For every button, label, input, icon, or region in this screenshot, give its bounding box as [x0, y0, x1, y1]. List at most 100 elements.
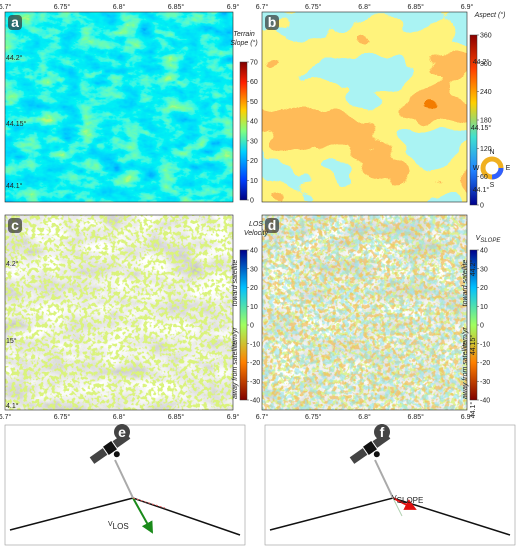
colorbar-tick-label: 40: [480, 248, 488, 255]
lon-tick-label: 6.75°: [54, 413, 71, 421]
vector-label: VLOS: [108, 521, 129, 531]
vector-sub: LOS: [113, 522, 129, 531]
colorbar-tick-label: 50: [250, 99, 258, 106]
colorbar-tick-label: 60: [480, 174, 488, 181]
colorbar-tick-label: -20: [480, 360, 490, 367]
colorbar-tick-label: 10: [250, 304, 258, 311]
colorbar-tick-label: 60: [250, 79, 258, 86]
lon-tick-label: 6.8°: [113, 3, 126, 11]
colorbar-tick-label: 30: [250, 138, 258, 145]
lon-tick-label: 6.9°: [461, 3, 474, 11]
colorbars: [239, 34, 504, 401]
lat-tick-label: 4.2°: [6, 260, 19, 268]
compass-segment: [480, 156, 504, 180]
colorbar-tick-label: 0: [480, 203, 484, 210]
los-points: [5, 215, 233, 410]
lon-tick-label: 6.75°: [305, 413, 322, 421]
colorbar-note: mm/yr: [462, 327, 469, 347]
colorbar-tick-label: 20: [250, 285, 258, 292]
colorbar-title: Slope (°): [230, 39, 257, 47]
slope-map: [5, 12, 233, 202]
panel-label: a: [11, 14, 19, 30]
colorbar-tick-label: -30: [480, 379, 490, 386]
colorbar-note: away from satellite: [232, 341, 239, 399]
colorbar-tick-label: -20: [250, 360, 260, 367]
colorbar: [239, 249, 248, 401]
colorbar-tick-label: 300: [480, 61, 492, 68]
colorbar-tick-label: 240: [480, 89, 492, 96]
colorbar-note: toward satellite: [462, 260, 469, 307]
lon-tick-label: 6.8°: [358, 413, 371, 421]
panel-badge: [8, 218, 22, 233]
colorbar-tick-label: 10: [480, 304, 488, 311]
colorbar-note: toward satellite: [232, 260, 239, 307]
colorbar-tick-label: -40: [480, 398, 490, 405]
slope-points-blue: [262, 215, 467, 410]
slope-arrow: [392, 497, 417, 510]
lon-tick-label: 6.75°: [305, 3, 322, 11]
vector-main: V: [392, 495, 397, 502]
lat-tick-label: 44.1°: [6, 182, 23, 190]
labels: a6.7° 6.75° 6.8° 6.85° 6.9°44.2°44.15°44.1°7…: [0, 3, 511, 531]
colorbar-tick-label: 0: [250, 198, 254, 205]
panel-label: f: [380, 424, 385, 440]
diagram-frame: [264, 424, 516, 546]
lon-tick-label: 6.85°: [408, 3, 425, 11]
lon-tick-label: 6.7°: [256, 413, 269, 421]
colorbar-note: mm/yr: [232, 327, 239, 347]
colorbar-title: Aspect (°): [474, 11, 506, 19]
colorbar-tick-label: 40: [250, 119, 258, 126]
colorbar-tick-label: -10: [480, 341, 490, 348]
colorbar-tick-label: 30: [480, 266, 488, 273]
lat-tick-label: 44.2°: [473, 58, 490, 66]
panel-badge: [8, 15, 22, 30]
lat-tick-label: 4.1°: [6, 402, 19, 410]
lat-tick-label: 44.2°: [469, 260, 477, 277]
vector-label: VSLOPE: [392, 495, 423, 505]
lat-tick-label: 44.2°: [6, 54, 23, 62]
lon-tick-label: 6.75°: [54, 3, 71, 11]
diagrams: [4, 424, 516, 546]
title-main: V: [476, 235, 482, 242]
lat-tick-label: 15°: [6, 337, 17, 345]
compass-label: N: [489, 149, 494, 156]
beam: [114, 459, 134, 499]
los-arrow: [132, 497, 153, 534]
lon-tick-label: 6.7°: [0, 3, 11, 11]
beam: [374, 459, 394, 499]
lat-tick-label: 44.15°: [471, 124, 492, 132]
colorbar-tick-label: 30: [250, 266, 258, 273]
lat-tick-label: 44.1°: [469, 402, 477, 419]
lon-tick-label: 6.9°: [227, 3, 240, 11]
colorbar-tick-label: 360: [480, 33, 492, 40]
colorbar-tick-label: -10: [250, 341, 260, 348]
panel-frame: [4, 214, 234, 411]
lat-tick-label: 44.1°: [473, 186, 490, 194]
los-component: [392, 497, 403, 517]
colorbar-title: Velocity: [244, 230, 269, 237]
title-sub: SLOPE: [480, 238, 501, 244]
terrain: [269, 497, 511, 536]
vector-sub: SLOPE: [397, 496, 424, 505]
colorbar-tick-label: 10: [250, 178, 258, 185]
aspect-map: [262, 12, 467, 202]
colorbar-title: VSLOPE: [476, 235, 502, 244]
panel-frame: [261, 214, 468, 411]
lon-tick-label: 6.8°: [358, 3, 371, 11]
lon-tick-label: 6.9°: [461, 413, 474, 421]
lat-tick-label: 44.15°: [469, 335, 477, 356]
maps: [5, 12, 467, 410]
colorbar-tick-label: -30: [250, 379, 260, 386]
colorbar-tick-label: 180: [480, 118, 492, 125]
vector-main: V: [108, 521, 113, 528]
colorbar-title: Terrain: [233, 31, 255, 38]
panel-label: c: [11, 217, 19, 233]
colorbar-note: away from satellite: [462, 341, 469, 399]
panel-badge: [374, 424, 390, 440]
colorbar: [239, 61, 248, 201]
panel-label: b: [268, 14, 277, 30]
lon-tick-label: 6.85°: [408, 413, 425, 421]
lat-tick-label: 44.15°: [6, 120, 27, 128]
panel-badge: [114, 424, 130, 440]
